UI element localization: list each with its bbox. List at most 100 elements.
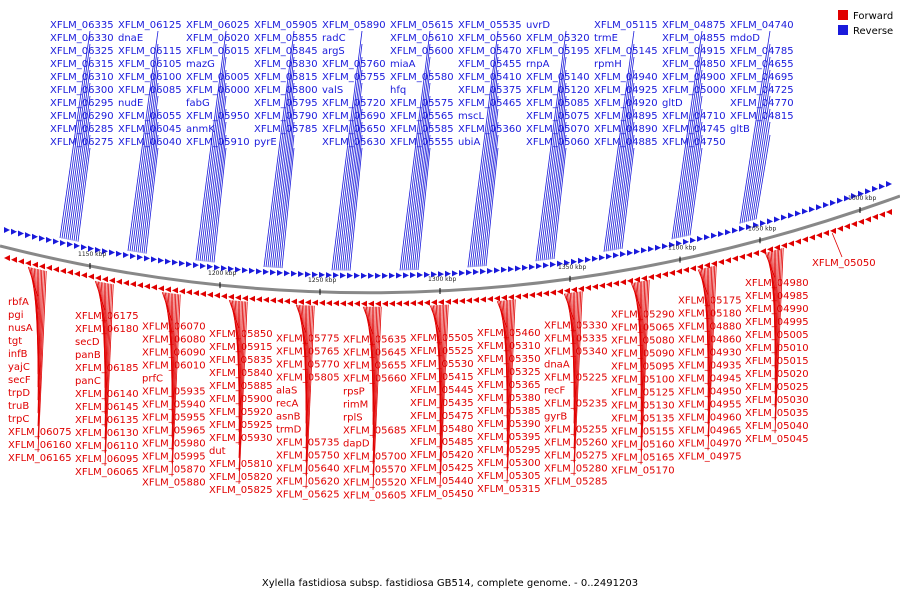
forward-gene-arrow [613, 280, 619, 287]
forward-gene-label: XFLM_04980 [745, 278, 809, 289]
reverse-gene-arrow [235, 266, 241, 273]
forward-gene-label: panC [75, 376, 101, 387]
reverse-gene-label: XFLM_05890 [322, 20, 386, 31]
forward-gene-arrow [221, 293, 227, 300]
reverse-gene-label: XFLM_04915 [662, 46, 726, 57]
forward-gene-arrow [88, 273, 94, 280]
reverse-gene-label: pyrE [254, 137, 277, 148]
reverse-connector [335, 56, 363, 271]
reverse-connector [275, 108, 295, 268]
reverse-gene-label: XFLM_06045 [118, 124, 182, 135]
forward-gene-label: XFLM_04935 [678, 360, 742, 371]
forward-gene-label: XFLM_05885 [209, 381, 273, 392]
forward-connector [104, 283, 110, 427]
reverse-gene-label: uvrD [526, 20, 550, 31]
forward-gene-arrow [487, 295, 493, 302]
reverse-connector [479, 108, 499, 267]
reverse-connector [347, 134, 363, 271]
forward-gene-label: XFLM_05340 [544, 346, 608, 357]
reverse-gene-label: XFLM_05760 [322, 59, 386, 70]
forward-gene-arrow [144, 283, 150, 290]
forward-gene-arrow [60, 267, 66, 274]
forward-gene-label: XFLM_06090 [142, 347, 206, 358]
forward-gene-arrow [361, 300, 367, 307]
forward-gene-arrow [585, 284, 591, 291]
reverse-connector [739, 30, 771, 224]
reverse-gene-arrow [578, 257, 584, 264]
forward-gene-arrow [242, 295, 248, 302]
reverse-gene-arrow [746, 223, 752, 230]
reverse-gene-arrow [648, 246, 654, 253]
reverse-gene-label: XFLM_04750 [662, 137, 726, 148]
reverse-gene-arrow [697, 235, 703, 242]
forward-connector [640, 280, 646, 426]
reverse-gene-arrow [529, 263, 535, 270]
forward-connector [238, 301, 242, 432]
forward-gene-arrow [319, 299, 325, 306]
reverse-connector [265, 43, 295, 268]
reverse-gene-label: XFLM_05560 [458, 33, 522, 44]
forward-gene-arrow [298, 299, 304, 306]
forward-gene-arrow [116, 278, 122, 285]
reverse-gene-label: XFLM_05470 [458, 46, 522, 57]
reverse-connector [689, 147, 703, 236]
reverse-gene-label: XFLM_05830 [254, 59, 318, 70]
forward-connector [305, 305, 315, 489]
reverse-gene-label: XFLM_05360 [458, 124, 522, 135]
forward-gene-label: XFLM_05820 [209, 472, 273, 483]
forward-gene-label: XFLM_05080 [611, 335, 675, 346]
forward-connector [305, 305, 309, 437]
reverse-gene-label: XFLM_05905 [254, 20, 318, 31]
forward-gene-label: XFLM_05930 [209, 433, 273, 444]
forward-connector [506, 299, 510, 432]
reverse-gene-label: XFLM_05610 [390, 33, 454, 44]
reverse-gene-label: XFLM_05690 [322, 111, 386, 122]
forward-gene-arrow [823, 230, 829, 237]
reverse-connector [553, 147, 567, 260]
forward-connector [238, 301, 248, 484]
reverse-gene-arrow [445, 270, 451, 277]
forward-connector [37, 270, 44, 427]
reverse-gene-label: XFLM_05600 [390, 46, 454, 57]
reverse-gene-label: XFLM_05585 [390, 124, 454, 135]
reverse-gene-arrow [200, 262, 206, 269]
reverse-gene-label: XFLM_06295 [50, 98, 114, 109]
reverse-connector [279, 134, 295, 269]
forward-gene-arrow [648, 274, 654, 281]
reverse-gene-arrow [74, 242, 80, 249]
forward-gene-label: XFLM_05065 [611, 322, 675, 333]
reverse-gene-arrow [473, 269, 479, 276]
reverse-gene-arrow [249, 267, 255, 274]
forward-gene-label: trpD [8, 388, 30, 399]
forward-gene-label: XFLM_04950 [678, 386, 742, 397]
reverse-connector [677, 69, 703, 239]
reverse-gene-label: XFLM_06100 [118, 72, 182, 83]
forward-gene-arrow [697, 263, 703, 270]
forward-gene-label: XFLM_05275 [544, 450, 608, 461]
reverse-gene-arrow [424, 271, 430, 278]
forward-gene-label: XFLM_05640 [276, 463, 340, 474]
reverse-connector [687, 134, 703, 236]
reverse-connector [345, 121, 363, 271]
forward-gene-label: XFLM_05285 [544, 476, 608, 487]
forward-connector [238, 301, 241, 419]
forward-gene-label: XFLM_05420 [410, 450, 474, 461]
reverse-gene-arrow [151, 256, 157, 263]
forward-gene-arrow [606, 281, 612, 288]
forward-connector [707, 266, 713, 412]
reverse-gene-label: XFLM_06315 [50, 59, 114, 70]
reverse-gene-label: XFLM_04900 [662, 72, 726, 83]
forward-gene-arrow [816, 232, 822, 239]
forward-gene-arrow [277, 297, 283, 304]
reverse-gene-label: XFLM_06085 [118, 85, 182, 96]
forward-gene-label: infB [8, 349, 28, 360]
reverse-gene-arrow [676, 240, 682, 247]
reverse-connector [483, 134, 499, 267]
forward-gene-label: XFLM_05100 [611, 374, 675, 385]
forward-gene-arrow [389, 300, 395, 307]
reverse-gene-arrow [88, 245, 94, 252]
forward-connector [238, 301, 245, 458]
forward-gene-label: dnaA [544, 359, 570, 370]
forward-connector [439, 304, 443, 437]
reverse-gene-label: XFLM_05410 [458, 72, 522, 83]
